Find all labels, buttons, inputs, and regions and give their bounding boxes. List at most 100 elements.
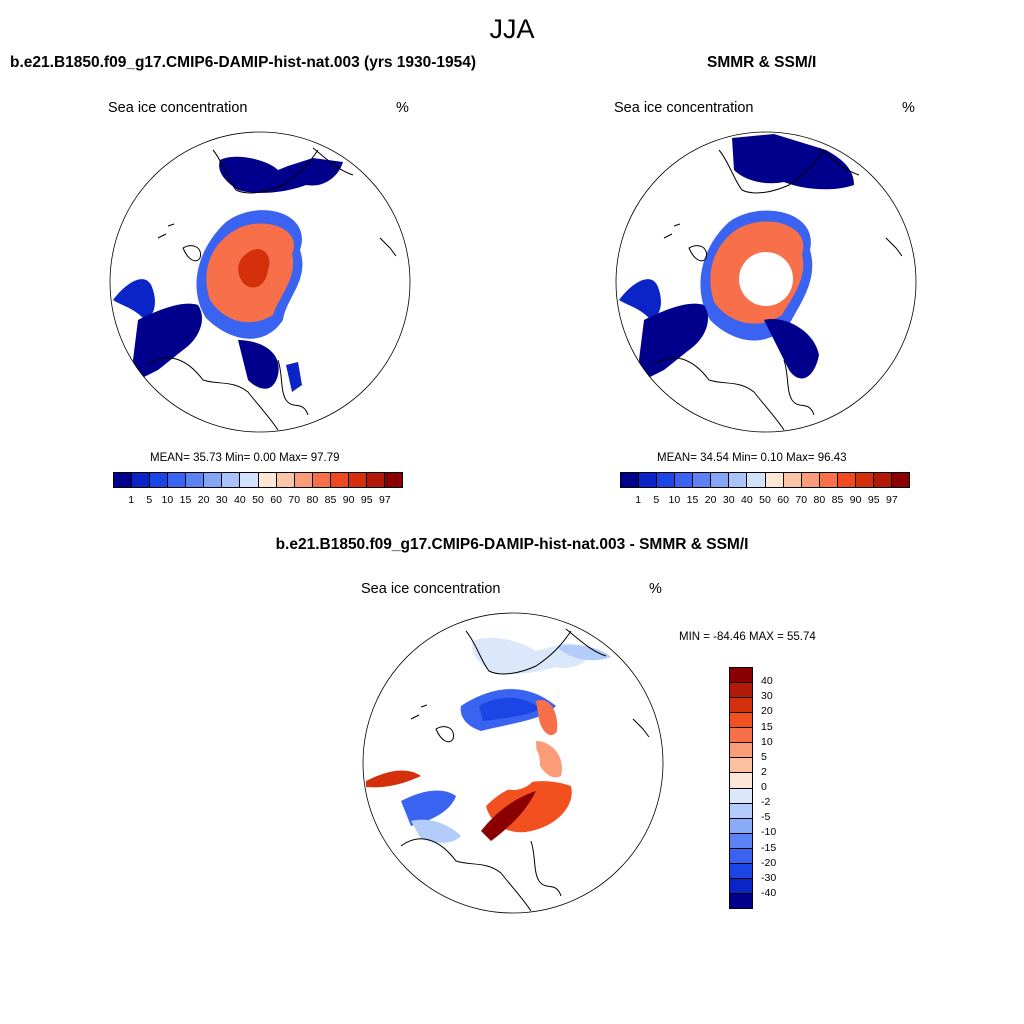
panel3-colorbar-swatch [730,832,752,848]
panel3-colorbar-ticks: 40 30 20 15 10 5 2 0 -2 -5 -10 -15 -20 -30 -40 [761,667,801,909]
panel1-colorbar-swatch [221,473,240,487]
panel1-colorbar-tick-label: 20 [197,494,210,506]
panel3-colorbar-swatch [730,772,752,788]
panel3-colorbar-swatch [730,892,752,908]
panel1-colorbar-tick-label: 30 [215,494,228,506]
panel1-colorbar-tick-label: 50 [252,494,264,506]
panel3-colorbar-tick-label: 0 [761,781,767,793]
panel2-colorbar-swatch [782,473,801,487]
panel2-colorbar-tick-label: 95 [867,494,880,506]
panel3-colorbar-swatch [730,668,752,683]
panel3-diff-kara [366,770,421,788]
panel1-coastlines [147,147,397,431]
panel2-colorbar-tick-label: 90 [849,494,862,506]
panel3-colorbar-swatch [730,712,752,728]
panel3-colorbar-swatch [730,697,752,713]
season-title: JJA [489,14,535,44]
panel3-colorbar-tick-label: 5 [761,750,767,763]
panel2-colorbar-tick-label: 50 [759,494,771,506]
panel1-kara-ice [113,279,155,319]
panel3-colorbar-swatch [730,877,752,893]
panel3-colorbar-tick-label: 20 [761,705,773,718]
panel1-colorbar-swatch [383,473,402,487]
panel2-colorbar-swatch [692,473,711,487]
panel3-map-boundary [362,612,664,914]
panel3-colorbar-tick-label: 2 [761,765,767,778]
panel1-siberia-ice [133,303,203,380]
panel1-colorbar-tick-label: 80 [306,494,319,506]
panel1-hudson-ice [286,362,302,392]
panel1-colorbar-swatch [131,473,150,487]
panel2-colorbar-tick-label: 10 [668,494,681,506]
panel3-colorbar-tick-label: 10 [761,735,773,748]
panel1-colorbar-swatch [311,473,330,487]
panel2-colorbar-swatch [728,473,747,487]
panel3-diff-okhotsk [411,819,461,843]
panel1-colorbar-tick-label: 10 [161,494,174,506]
panel1-colorbar-tick-label: 85 [324,494,337,506]
panel3-coastlines [400,628,650,912]
panel2-colorbar-swatch [836,473,855,487]
panel1-variable-label: Sea ice concentration [108,100,248,116]
panel3-variable-label: Sea ice concentration [361,581,501,597]
panel2-colorbar-tick-label: 85 [831,494,844,506]
panel3-colorbar-tick-label: -10 [761,826,777,839]
panel3-pole-hole [486,736,540,790]
panel2-colorbar-swatch [890,473,909,487]
panel2-colorbar-tick-label: 70 [795,494,808,506]
panel2-colorbar-swatch [656,473,675,487]
panel2-colorbar-swatch [674,473,693,487]
panel1-colorbar-tick-label: 15 [179,494,192,506]
panel1-baffin-ice [219,156,343,193]
panel3-colorbar-swatch [730,862,752,878]
panel1-colorbar-swatch [203,473,222,487]
panel2-colorbar-swatch [638,473,657,487]
panel2-colorbar-tick-label: 30 [722,494,735,506]
panel2-colorbar-tick-label: 60 [777,494,789,506]
panel2-coastlines [653,147,903,431]
panel2-colorbar-ticks: 1 5 10 15 20 30 40 50 60 70 80 85 90 95 97 [620,494,910,508]
panel2-pole-hole [739,252,793,306]
panel1-colorbar-swatch [114,473,132,487]
panel2-colorbar [620,472,910,488]
panel1-colorbar [113,472,403,488]
panel1-title: b.e21.B1850.f09_g17.CMIP6-DAMIP-hist-nat… [10,54,477,71]
panel1-colorbar-swatch [329,473,348,487]
panel1-colorbar-tick-label: 40 [234,494,246,506]
panel2-colorbar-swatch [764,473,783,487]
panel3-colorbar-tick-label: -15 [761,841,777,854]
panel2-baffin-ice [732,134,854,190]
panel2-colorbar-tick-label: 15 [686,494,699,506]
panel3-colorbar-swatch [730,802,752,818]
panel3-colorbar-tick-label: -20 [761,856,777,869]
panel2-variable-label: Sea ice concentration [614,100,754,116]
panel3-title: b.e21.B1850.f09_g17.CMIP6-DAMIP-hist-nat… [275,536,749,553]
panel1-colorbar-swatch [257,473,276,487]
panel3-diff-chukchi [536,700,558,736]
panel3-colorbar-tick-label: -5 [761,811,771,824]
panel1-colorbar-swatch [293,473,312,487]
panel1-colorbar-tick-label: 1 [128,494,135,506]
panel3-polar-map [362,612,664,914]
panel2-colorbar-swatch [746,473,765,487]
panel1-colorbar-tick-label: 60 [270,494,282,506]
panel2-okhotsk-ice [764,319,819,379]
panel3-units-label: % [649,581,662,597]
panel1-colorbar-tick-label: 95 [360,494,373,506]
panel1-polar-map [109,131,411,433]
panel1-colorbar-tick-label: 5 [146,494,153,506]
panel1-okhotsk-ice [238,340,279,389]
panel2-colorbar-tick-label: 20 [704,494,717,506]
panel2-title: SMMR & SSM/I [707,54,817,71]
panel2-colorbar-tick-label: 97 [886,494,898,506]
panel3-diff-hudson [557,644,611,661]
panel1-ice-core [238,249,270,288]
panel2-colorbar-swatch [854,473,873,487]
panel2-map-boundary [615,131,917,433]
panel1-stats: MEAN= 35.73 Min= 0.00 Max= 97.79 [150,452,340,464]
panel3-colorbar-tick-label: -40 [761,886,777,899]
panel3-diff-beaufort-deep [479,697,541,721]
panel3-stats: MIN = -84.46 MAX = 55.74 [679,631,816,643]
panel1-colorbar-swatch [149,473,168,487]
panel3-colorbar [729,667,753,909]
